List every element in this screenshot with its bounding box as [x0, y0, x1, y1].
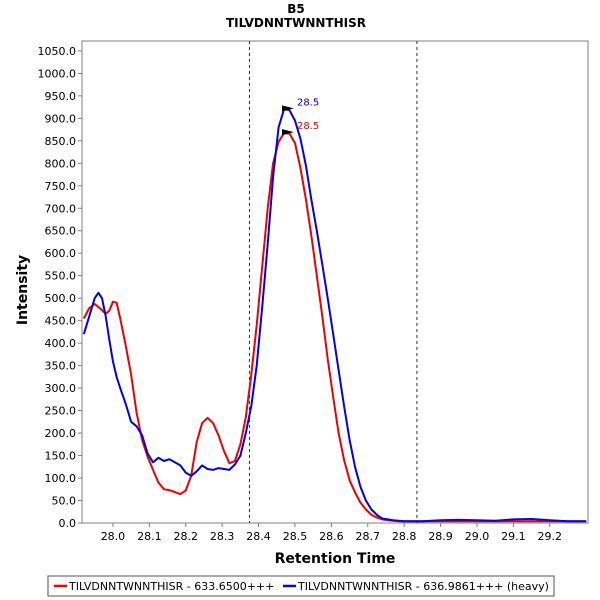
peak-marker-arrow	[281, 105, 294, 112]
plot-area	[81, 40, 589, 524]
x-tick-label: 29.0	[465, 530, 490, 543]
y-tick-label: 600.0	[45, 247, 77, 260]
legend-label-heavy: TILVDNNTWNNTHISR - 636.9861+++ (heavy)	[297, 580, 549, 593]
y-tick-label: 550.0	[45, 270, 77, 283]
y-axis-title: Intensity	[15, 255, 31, 325]
y-tick-label: 250.0	[45, 405, 77, 418]
x-tick-label: 29.2	[538, 530, 563, 543]
y-axis: 0.0 50.0 100.0 150.0 200.0 250.0 300.0 350.0 400…	[38, 45, 82, 530]
x-tick-label: 28.7	[356, 530, 381, 543]
y-tick-label: 350.0	[45, 360, 77, 373]
legend: TILVDNNTWNNTHISR - 633.6500+++ TILVDNNTW…	[47, 575, 555, 597]
chart-title: B5	[287, 2, 305, 16]
y-tick-label: 100.0	[45, 472, 77, 485]
peak-label: 28.5	[297, 97, 319, 108]
x-tick-label: 28.2	[173, 530, 198, 543]
y-tick-label: 300.0	[45, 382, 77, 395]
peak-label: 28.5	[297, 121, 319, 132]
x-tick-label: 28.6	[319, 530, 344, 543]
x-tick-label: 28.5	[283, 530, 308, 543]
y-tick-label: 850.0	[45, 135, 77, 148]
y-tick-label: 200.0	[45, 427, 77, 440]
integration-bounds	[248, 41, 418, 523]
x-tick-label: 28.4	[246, 530, 271, 543]
series-layer	[82, 108, 587, 523]
y-tick-label: 50.0	[52, 495, 77, 508]
y-tick-label: 450.0	[45, 315, 77, 328]
legend-box	[47, 575, 555, 597]
y-tick-label: 950.0	[45, 90, 77, 103]
x-tick-label: 29.1	[501, 530, 526, 543]
y-tick-label: 150.0	[45, 450, 77, 463]
x-axis-title: Retention Time	[275, 551, 396, 567]
peak-marker-arrow	[281, 129, 294, 136]
x-tick-label: 28.9	[428, 530, 453, 543]
peak-labels: 28.5 28.5	[281, 97, 319, 136]
y-tick-label: 400.0	[45, 337, 77, 350]
y-tick-label: 750.0	[45, 180, 77, 193]
x-tick-label: 28.1	[137, 530, 162, 543]
x-tick-label: 28.0	[101, 530, 126, 543]
y-tick-label: 650.0	[45, 225, 77, 238]
y-tick-label: 700.0	[45, 202, 77, 215]
y-tick-label: 900.0	[45, 112, 77, 125]
y-tick-label: 1000.0	[38, 67, 77, 80]
legend-label-light: TILVDNNTWNNTHISR - 633.6500+++	[68, 580, 274, 593]
y-tick-label: 800.0	[45, 157, 77, 170]
chart-subtitle: TILVDNNTWNNTHISR	[226, 16, 366, 30]
series-line-heavy	[82, 108, 587, 523]
y-tick-label: 500.0	[45, 292, 77, 305]
x-axis: 28.0 28.1 28.2 28.3 28.4 28.5 28.6 28.7 28.8 28.9…	[101, 523, 562, 543]
y-tick-label: 0.0	[59, 517, 77, 530]
y-tick-label: 1050.0	[38, 45, 77, 58]
x-tick-label: 28.8	[392, 530, 417, 543]
x-tick-label: 28.3	[210, 530, 235, 543]
